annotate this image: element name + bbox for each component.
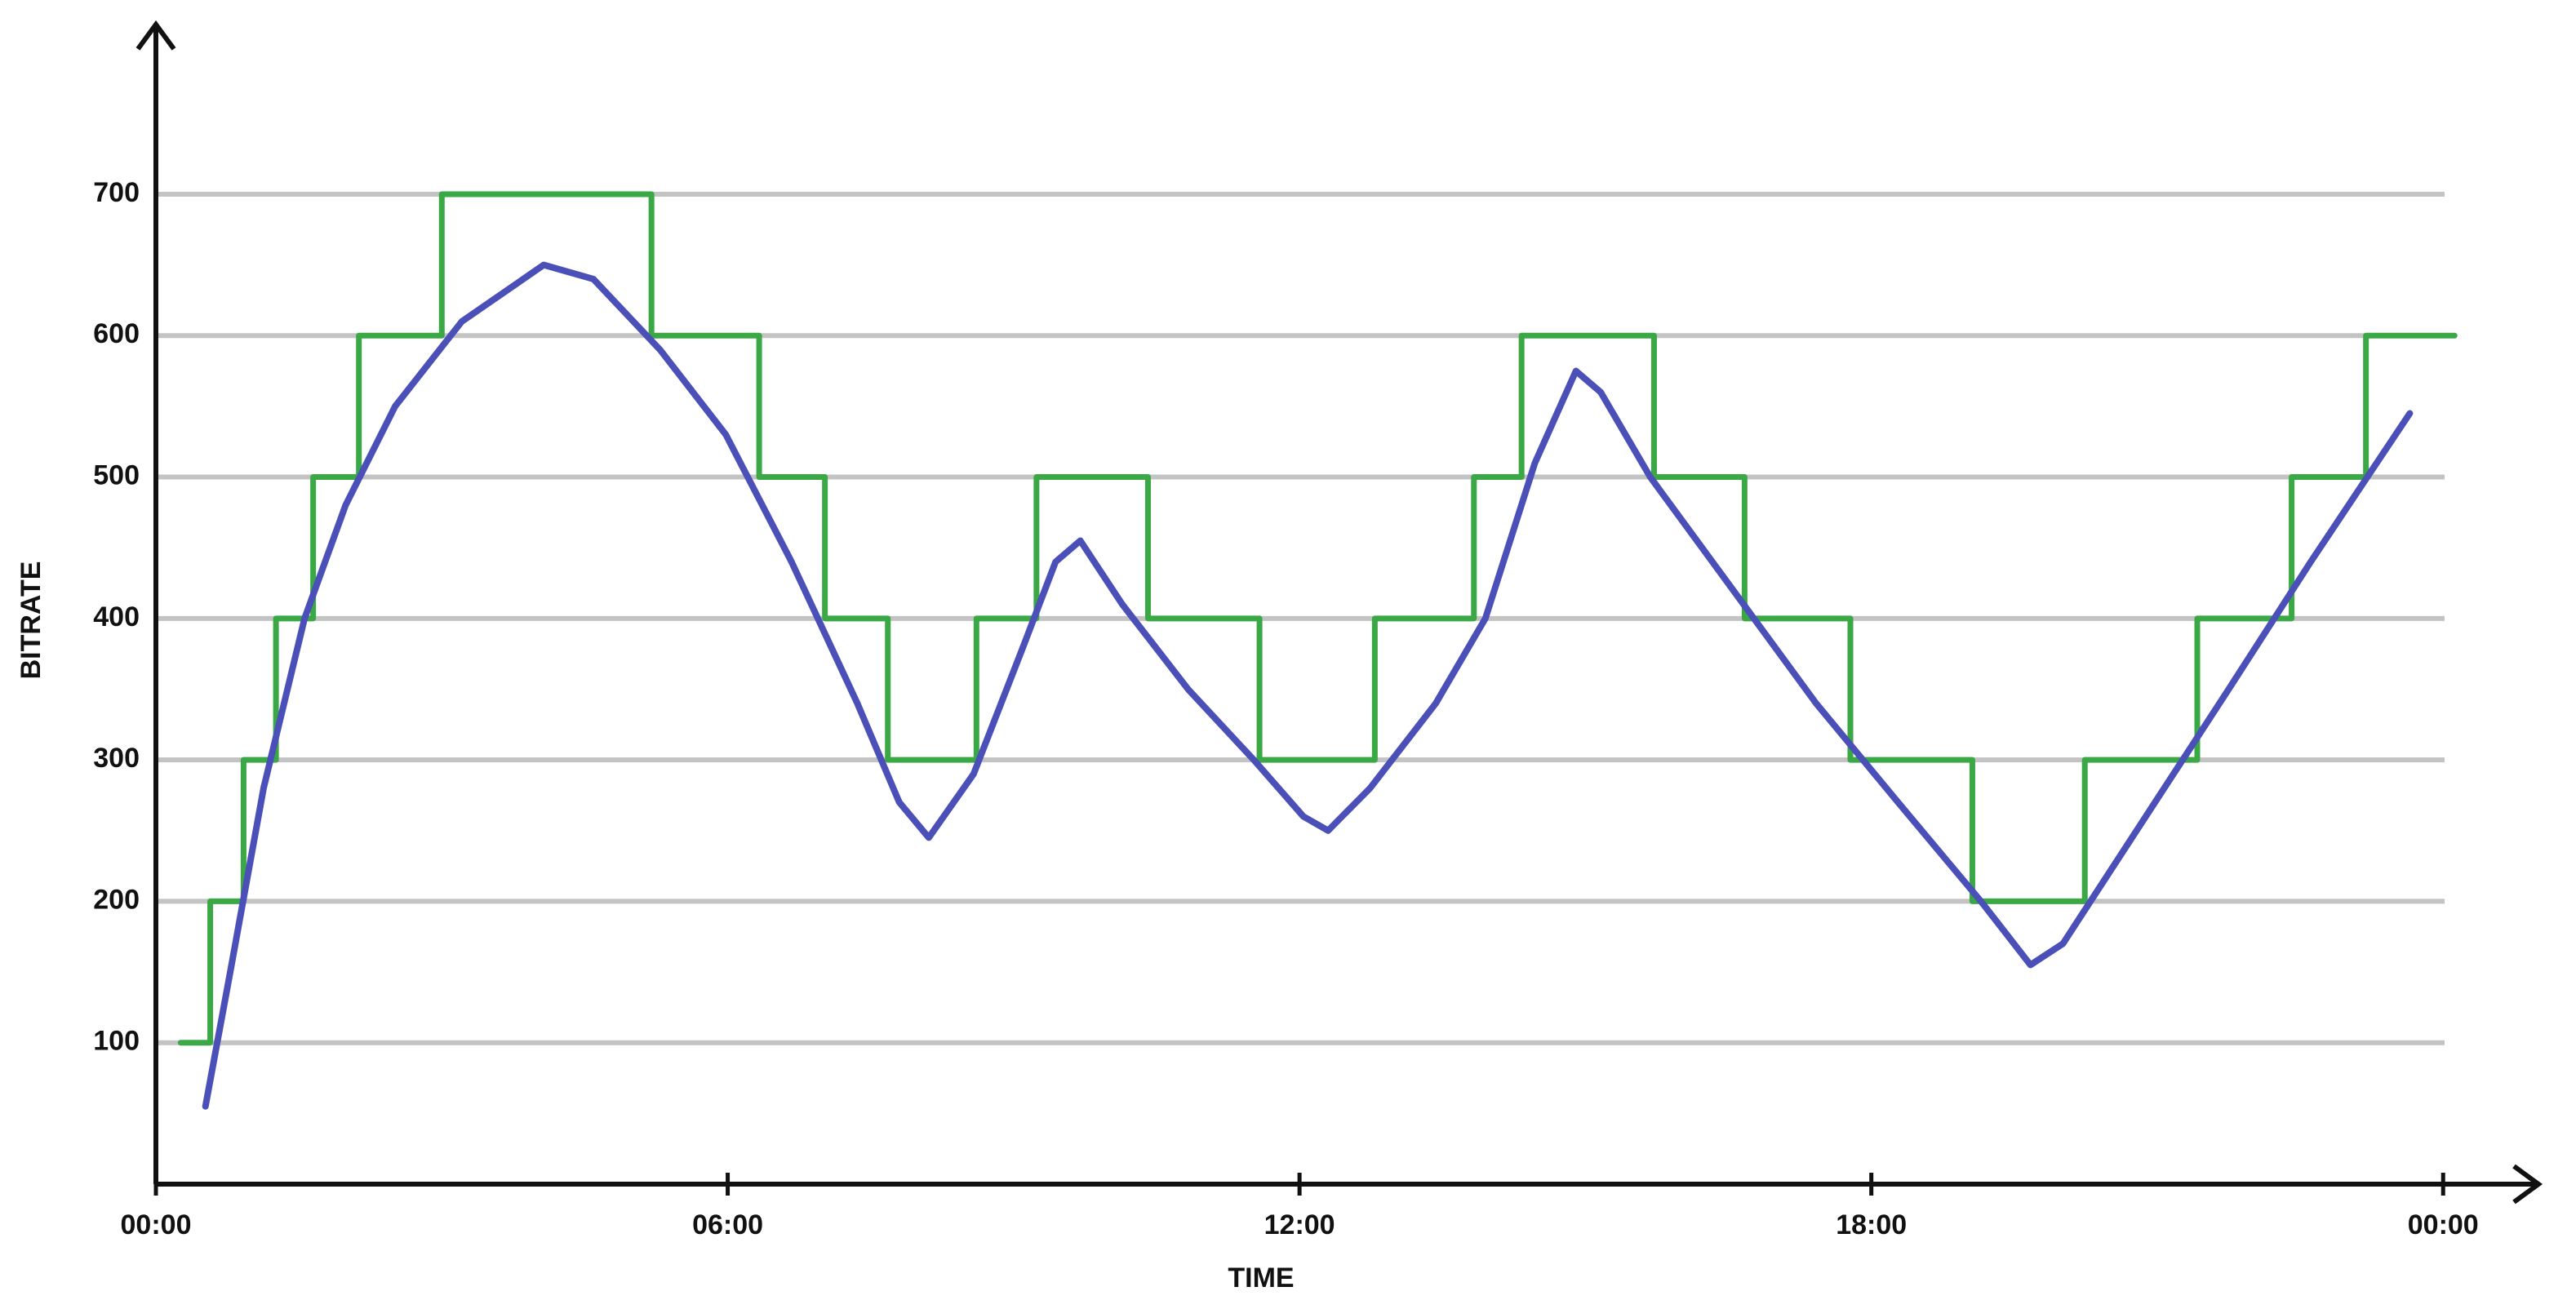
- x-tick-label: 12:00: [1264, 1209, 1335, 1240]
- x-tick-label: 18:00: [1836, 1209, 1907, 1240]
- y-tick-label: 300: [93, 743, 140, 774]
- x-axis-arrow: [2512, 1164, 2543, 1205]
- y-tick-label: 100: [93, 1026, 140, 1057]
- x-tick-label: 06:00: [692, 1209, 763, 1240]
- y-tick-label: 600: [93, 318, 140, 349]
- step-line: [177, 191, 2458, 1046]
- y-axis-arrow: [135, 20, 176, 51]
- y-axis-label: BITRATE: [16, 561, 47, 680]
- x-axis-label: TIME: [1228, 1262, 1294, 1293]
- x-tick-label: 00:00: [121, 1209, 192, 1240]
- smooth-line: [202, 261, 2414, 1110]
- x-tick-label: 00:00: [2408, 1209, 2479, 1240]
- y-tick-label: 700: [93, 177, 140, 208]
- y-tick-label: 200: [93, 884, 140, 915]
- y-tick-label: 500: [93, 460, 140, 491]
- y-tick-label: 400: [93, 601, 140, 632]
